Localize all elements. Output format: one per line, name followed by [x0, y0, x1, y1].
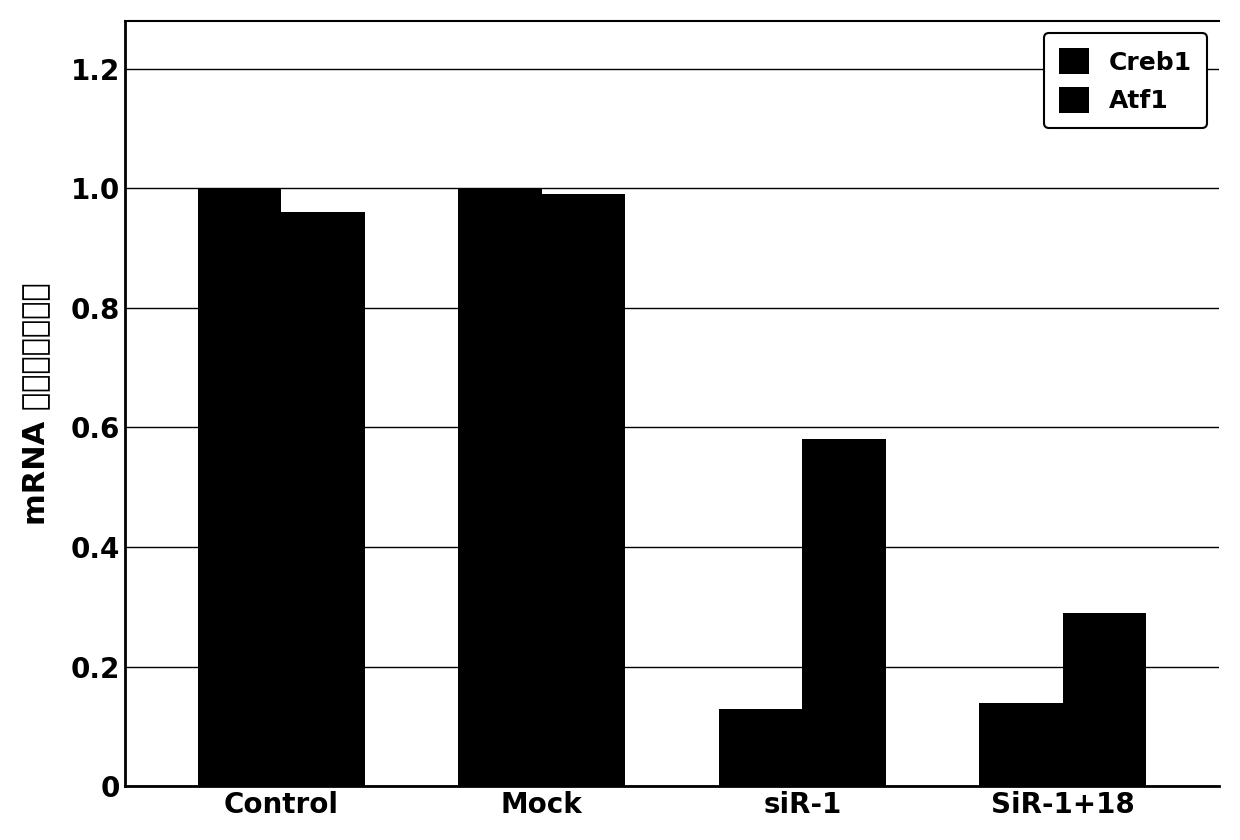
Bar	[198, 188, 281, 786]
Legend: Creb1, Atf1: Creb1, Atf1	[1044, 34, 1207, 129]
Bar	[542, 194, 625, 786]
Y-axis label: mRNA 表达的相对水平: mRNA 表达的相对水平	[21, 282, 50, 525]
Bar	[719, 709, 802, 786]
Bar	[1063, 613, 1146, 786]
Bar	[980, 702, 1063, 786]
Bar	[281, 213, 365, 786]
Bar	[459, 188, 542, 786]
Bar	[802, 439, 885, 786]
